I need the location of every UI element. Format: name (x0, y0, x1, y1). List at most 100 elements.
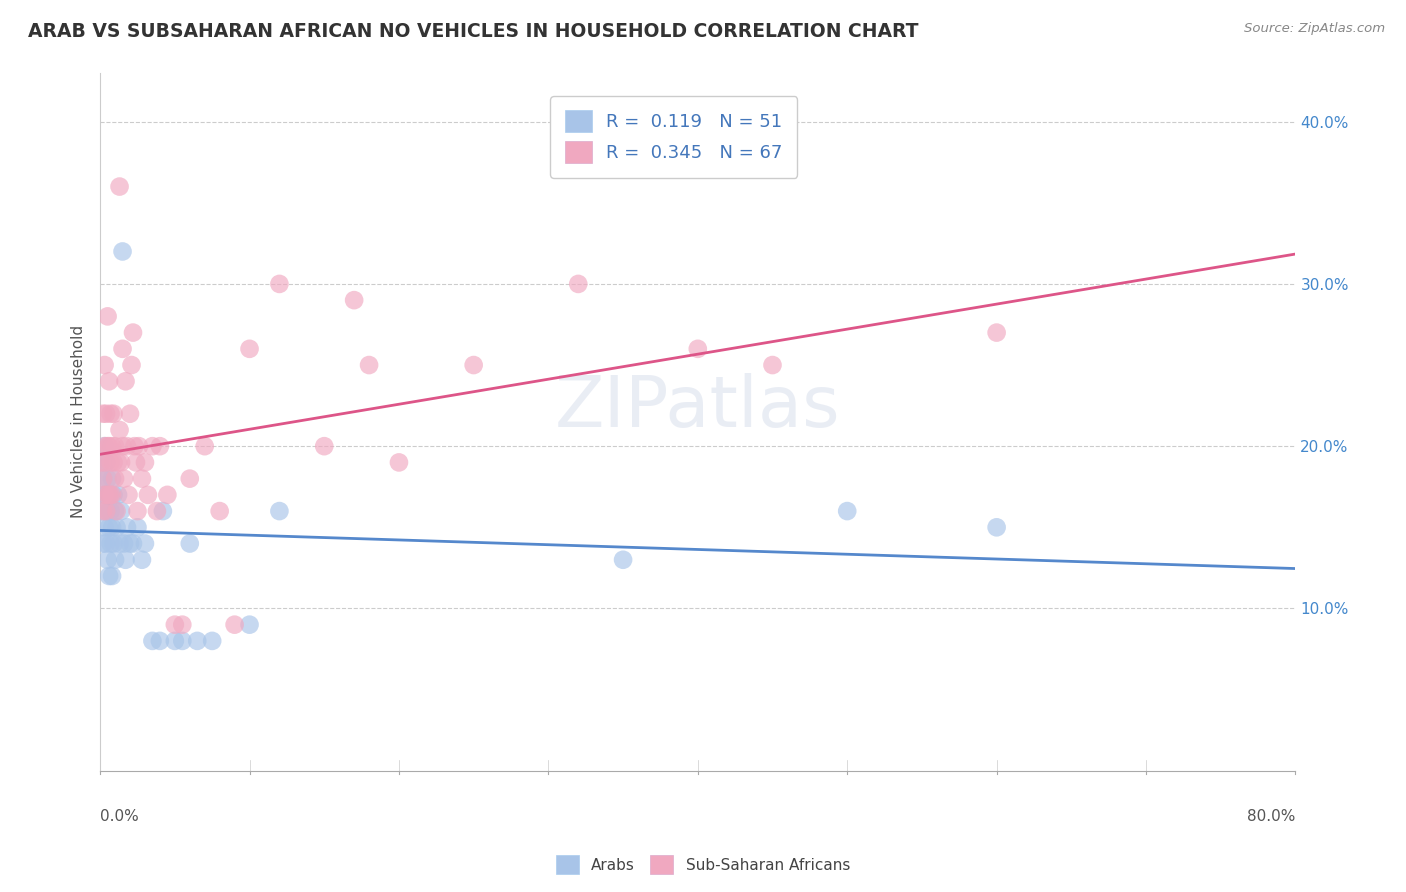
Point (179, 536, 201, 550)
Point (163, 617, 186, 632)
Point (111, 342, 134, 356)
Text: ARAB VS SUBSAHARAN AFRICAN NO VEHICLES IN HOUSEHOLD CORRELATION CHART: ARAB VS SUBSAHARAN AFRICAN NO VEHICLES I… (28, 22, 918, 41)
Point (104, 439, 127, 453)
Point (122, 536, 145, 550)
Point (94, 455, 117, 469)
Point (269, 504, 291, 518)
Point (238, 342, 260, 356)
Text: Source: ZipAtlas.com: Source: ZipAtlas.com (1244, 22, 1385, 36)
Point (103, 455, 125, 469)
Point (114, 553, 136, 567)
Point (108, 536, 131, 550)
Point (208, 504, 231, 518)
Point (567, 277, 589, 291)
Point (186, 633, 208, 648)
Point (98, 488, 121, 502)
Y-axis label: No Vehicles in Household: No Vehicles in Household (72, 326, 86, 518)
Point (101, 488, 124, 502)
Point (125, 455, 148, 469)
Point (128, 439, 150, 453)
Point (114, 374, 136, 388)
Point (101, 520, 124, 534)
Point (986, 326, 1008, 340)
Point (98, 569, 121, 583)
Point (94, 504, 117, 518)
Point (107, 455, 129, 469)
Point (837, 504, 859, 518)
Point (97, 553, 120, 567)
Point (124, 439, 146, 453)
Point (131, 472, 153, 486)
Point (97, 488, 120, 502)
Point (118, 536, 141, 550)
Point (100, 455, 122, 469)
Point (108, 423, 131, 437)
Point (115, 520, 138, 534)
Point (134, 536, 156, 550)
Point (152, 504, 174, 518)
Point (103, 488, 125, 502)
Point (104, 553, 127, 567)
Point (149, 633, 172, 648)
Point (172, 633, 194, 648)
Point (986, 520, 1008, 534)
Point (463, 358, 485, 372)
Point (269, 277, 291, 291)
Point (612, 553, 634, 567)
Point (105, 504, 128, 518)
Point (141, 439, 163, 453)
Point (172, 617, 194, 632)
Point (127, 520, 149, 534)
Point (91, 407, 114, 421)
Point (101, 569, 124, 583)
Point (98, 439, 121, 453)
Point (100, 504, 122, 518)
Point (94, 407, 117, 421)
Legend: Arabs, Sub-Saharan Africans: Arabs, Sub-Saharan Africans (550, 849, 856, 880)
Point (112, 536, 135, 550)
Point (112, 472, 135, 486)
Point (91, 536, 114, 550)
Text: 80.0%: 80.0% (1247, 809, 1295, 824)
Point (91, 504, 114, 518)
Point (179, 472, 201, 486)
Point (94, 455, 117, 469)
Point (107, 488, 129, 502)
Point (343, 293, 366, 307)
Point (163, 633, 186, 648)
Point (149, 439, 172, 453)
Point (97, 310, 120, 324)
Point (388, 455, 411, 469)
Point (146, 504, 169, 518)
Point (314, 439, 336, 453)
Point (238, 617, 260, 632)
Point (117, 488, 139, 502)
Point (91, 472, 114, 486)
Point (224, 617, 246, 632)
Point (91, 504, 114, 518)
Point (101, 472, 124, 486)
Point (90, 455, 112, 469)
Point (194, 439, 217, 453)
Point (93, 488, 115, 502)
Point (111, 439, 134, 453)
Legend: R =  0.119   N = 51, R =  0.345   N = 67: R = 0.119 N = 51, R = 0.345 N = 67 (551, 96, 797, 178)
Point (90, 455, 112, 469)
Point (104, 472, 127, 486)
Point (359, 358, 381, 372)
Point (115, 439, 138, 453)
Point (103, 536, 125, 550)
Point (100, 407, 122, 421)
Point (131, 553, 153, 567)
Point (93, 358, 115, 372)
Point (122, 326, 145, 340)
Point (93, 439, 115, 453)
Point (104, 504, 127, 518)
Point (201, 633, 224, 648)
Point (121, 358, 143, 372)
Point (91, 472, 114, 486)
Text: 0.0%: 0.0% (100, 809, 139, 824)
Point (93, 520, 115, 534)
Point (97, 504, 120, 518)
Text: ZIPatlas: ZIPatlas (555, 374, 841, 442)
